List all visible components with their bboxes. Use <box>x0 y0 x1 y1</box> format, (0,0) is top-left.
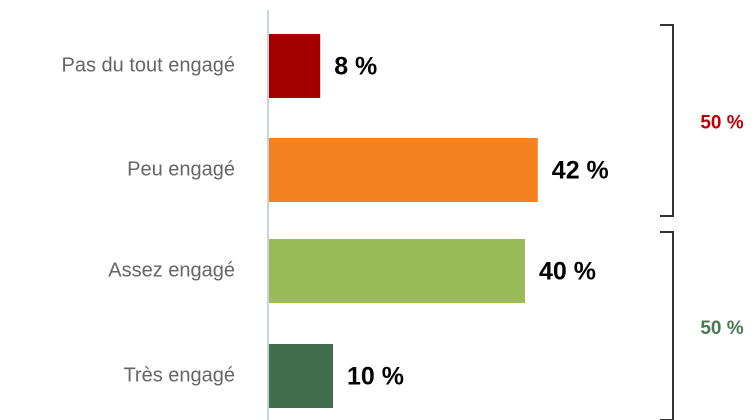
category-label: Très engagé <box>123 364 235 386</box>
value-label: 8 % <box>334 53 377 81</box>
bar <box>269 138 538 202</box>
category-label: Pas du tout engagé <box>62 54 235 76</box>
bracket <box>660 231 674 420</box>
annotation: 50 % <box>700 318 743 339</box>
value-label: 42 % <box>552 157 609 185</box>
category-label: Assez engagé <box>108 259 235 281</box>
value-label: 10 % <box>347 363 404 391</box>
bar <box>269 239 525 303</box>
category-label: Peu engagé <box>127 158 235 180</box>
bracket <box>660 24 674 217</box>
value-label: 40 % <box>539 258 596 286</box>
bar <box>269 34 321 98</box>
annotation: 50 % <box>700 113 743 134</box>
bar <box>269 344 333 408</box>
